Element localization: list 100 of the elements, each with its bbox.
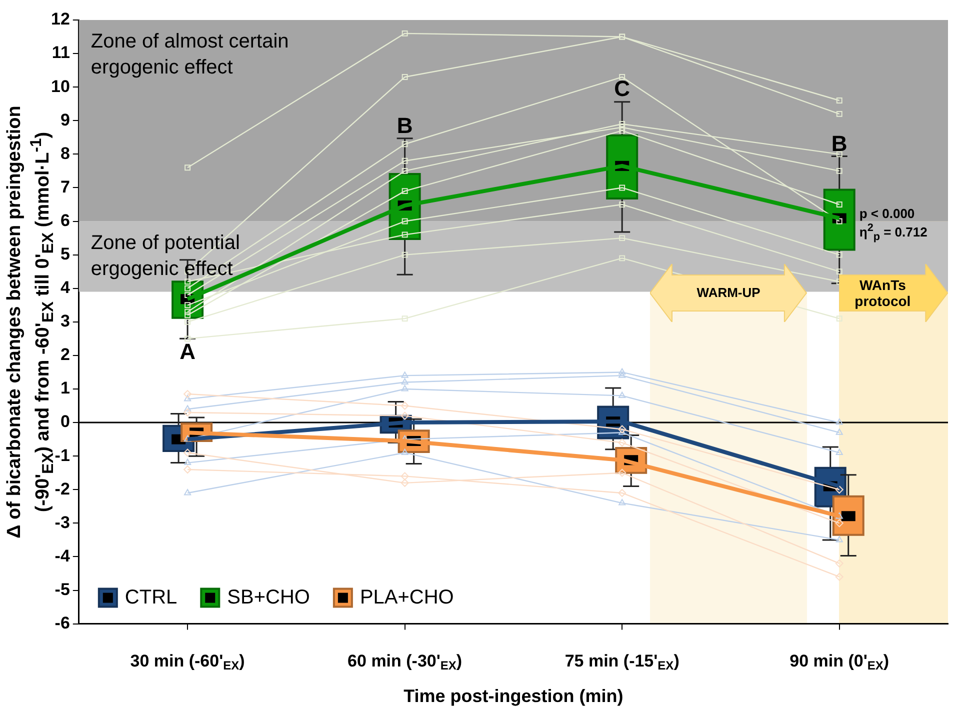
point (836, 316, 842, 322)
point (402, 232, 408, 238)
point (400, 472, 409, 480)
point (836, 151, 842, 158)
point (619, 124, 626, 130)
point (619, 202, 626, 208)
annotation: A (180, 338, 196, 364)
annotation: B (396, 112, 413, 138)
annotation: WAnTs protocol (854, 276, 912, 312)
y-tick-label: -6 (54, 613, 70, 632)
y-tick-label: -3 (54, 512, 70, 532)
point (184, 336, 191, 342)
y-tick-label: 5 (60, 244, 70, 264)
point (184, 390, 192, 398)
point (184, 405, 192, 412)
point (618, 488, 626, 497)
point (836, 418, 843, 425)
band-label: Zone of almost certain ergogenic effect (90, 30, 289, 79)
y-tick-label: 1 (60, 378, 70, 398)
point (619, 255, 626, 262)
point (836, 98, 842, 104)
y-tick-label: 11 (52, 43, 70, 62)
y-tick-label: 0 (60, 412, 70, 432)
point (618, 468, 626, 477)
point (618, 428, 626, 435)
y-tick-label: 8 (60, 144, 70, 163)
point (836, 428, 843, 435)
point (402, 252, 408, 258)
point (618, 438, 626, 447)
y-tick-label: -2 (54, 479, 70, 498)
point (184, 318, 191, 325)
legend-label: SB+CHO (227, 586, 310, 608)
point (402, 74, 408, 80)
point (836, 110, 842, 117)
y-tick-label: 10 (50, 76, 70, 96)
y-tick-label: 7 (60, 177, 70, 196)
point (618, 499, 626, 506)
point (402, 316, 408, 322)
point (184, 448, 192, 457)
point (400, 412, 409, 420)
point (184, 395, 192, 402)
point (835, 572, 844, 581)
point (184, 285, 191, 292)
point (836, 168, 842, 174)
point (400, 402, 409, 410)
point (619, 235, 626, 242)
point (836, 448, 843, 455)
point (184, 308, 191, 315)
point (836, 512, 843, 519)
point (184, 488, 192, 496)
point (401, 384, 408, 392)
point (184, 312, 191, 318)
y-tick-label: 6 (60, 210, 70, 230)
point (401, 378, 408, 385)
point (835, 519, 844, 528)
y-tick-label: 3 (60, 312, 70, 331)
point (618, 372, 626, 378)
point (836, 536, 843, 542)
point (184, 458, 192, 466)
point (619, 128, 626, 134)
point (184, 435, 192, 442)
point (402, 218, 408, 224)
point (184, 164, 191, 171)
point (836, 252, 842, 258)
point (835, 559, 844, 568)
annotation: p < 0.000 (859, 206, 915, 222)
annotation: C (614, 76, 630, 101)
y-tick-label: 9 (60, 110, 70, 130)
band-label: Zone of potential ergogenic effect (90, 232, 240, 280)
point (619, 74, 626, 80)
y-tick-label: 4 (60, 278, 70, 298)
point (836, 202, 842, 208)
point (184, 278, 191, 285)
annotation: WARM-UP (696, 284, 762, 302)
point (400, 478, 409, 487)
point (402, 141, 408, 148)
point (184, 408, 192, 416)
y-tick-label: -1 (54, 446, 70, 465)
y-tick-label: -4 (54, 546, 70, 566)
point (619, 184, 626, 191)
point (401, 448, 408, 455)
point (836, 268, 842, 275)
point (402, 158, 408, 164)
x-axis-title: Time post-ingestion (min) (404, 686, 624, 706)
legend-label: PLA+CHO (360, 586, 454, 608)
y-tick-label: 2 (60, 345, 70, 364)
point (402, 188, 408, 194)
annotation: η$^{2}$$_{p}$ = 0.712 (859, 222, 928, 244)
point (184, 465, 192, 474)
point (402, 168, 408, 174)
point (618, 425, 626, 434)
point (618, 392, 626, 398)
point (618, 368, 626, 374)
point (184, 302, 191, 308)
point (835, 486, 844, 494)
y-tick-label: -5 (54, 580, 70, 599)
point (401, 372, 408, 378)
annotation: B (831, 131, 848, 156)
y-tick-label: 12 (50, 10, 70, 29)
point (619, 121, 626, 127)
